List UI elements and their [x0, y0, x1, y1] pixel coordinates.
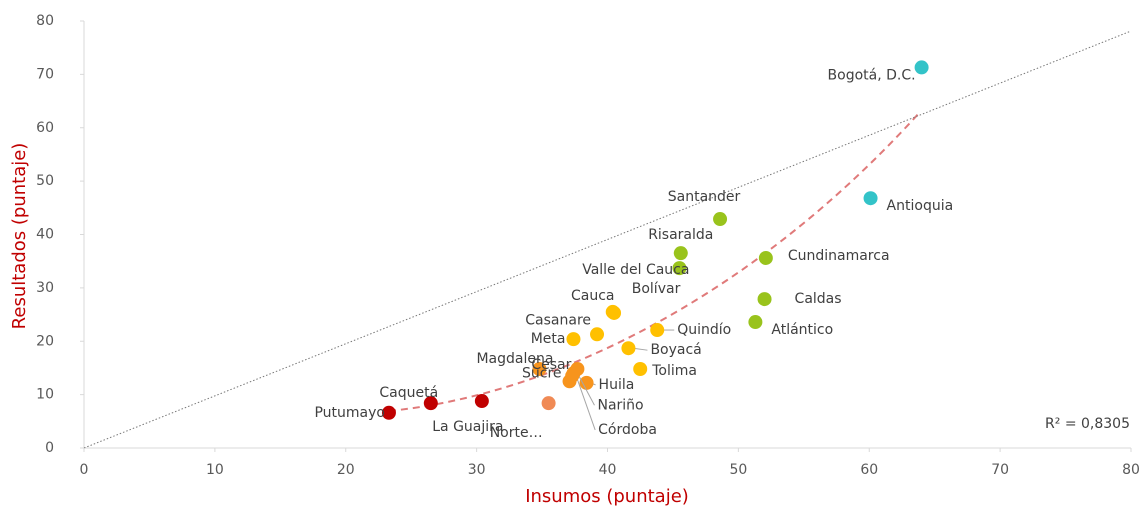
x-tick-label: 30 [468, 462, 486, 478]
point-label: Meta [531, 331, 566, 347]
point-label: Caldas [795, 291, 842, 307]
x-tick-label: 60 [860, 462, 878, 478]
point [541, 396, 556, 411]
y-tick-label: 30 [36, 280, 54, 296]
point-label: Tolima [651, 363, 697, 379]
x-tick-label: 50 [729, 462, 747, 478]
point-label: Casanare [525, 312, 591, 328]
y-tick-label: 40 [36, 227, 54, 243]
point-label: Magdalena [476, 351, 553, 367]
point-label: Sucre [522, 365, 562, 381]
point-label: Antioquia [887, 198, 954, 214]
point-label: Cauca [571, 288, 615, 304]
point-label: Putumayo [314, 405, 385, 421]
point-label: Bolívar [632, 281, 681, 297]
y-tick-label: 70 [36, 66, 54, 82]
point [532, 362, 547, 377]
point-label: La Guajira [432, 419, 503, 435]
point-label: Norte… [490, 425, 543, 441]
point [914, 60, 929, 75]
y-tick-label: 60 [36, 120, 54, 136]
point [672, 261, 687, 276]
y-tick-label: 10 [36, 387, 54, 403]
y-tick-label: 20 [36, 333, 54, 349]
point-label: Huila [599, 377, 635, 393]
point-label: Córdoba [598, 422, 657, 438]
point [673, 246, 688, 261]
point [758, 250, 773, 265]
point-label: Nariño [597, 397, 643, 413]
point-label: Cesar [531, 357, 571, 373]
y-axis-title: Resultados (puntaje) [9, 143, 30, 330]
leader-line [575, 375, 596, 431]
y-tick-label: 80 [36, 13, 54, 29]
point-label: Santander [668, 189, 741, 205]
point [633, 362, 648, 377]
x-tick-label: 0 [80, 462, 89, 478]
point-label: Bogotá, D.C. [828, 67, 916, 83]
point-label: Atlántico [771, 322, 833, 338]
point-label: Caquetá [379, 385, 438, 401]
point [423, 396, 438, 411]
point-label: Risaralda [648, 227, 713, 243]
x-tick-label: 10 [206, 462, 224, 478]
point [565, 368, 580, 383]
r2-annotation: R² = 0,8305 [1045, 416, 1130, 432]
y-tick-label: 50 [36, 173, 54, 189]
point [566, 332, 581, 347]
point-label: Quindío [677, 322, 731, 338]
x-tick-label: 40 [599, 462, 617, 478]
point [757, 292, 772, 307]
trendline [388, 111, 921, 412]
point [579, 375, 594, 390]
point [607, 305, 622, 320]
leader-line [577, 373, 595, 406]
x-tick-label: 80 [1122, 462, 1140, 478]
point [621, 341, 636, 356]
point-label: Boyacá [650, 342, 701, 358]
y-tick-label: 0 [45, 440, 54, 456]
x-axis-title: Insumos (puntaje) [525, 486, 689, 507]
point [474, 394, 489, 409]
x-tick-label: 70 [991, 462, 1009, 478]
point [381, 405, 396, 420]
point-label: Cundinamarca [788, 248, 890, 264]
point [748, 315, 763, 330]
point [713, 212, 728, 227]
x-tick-label: 20 [337, 462, 355, 478]
point [863, 191, 878, 206]
point [650, 323, 665, 338]
diagonal [83, 30, 1132, 449]
point-label: Valle del Cauca [582, 262, 689, 278]
point [590, 327, 605, 342]
